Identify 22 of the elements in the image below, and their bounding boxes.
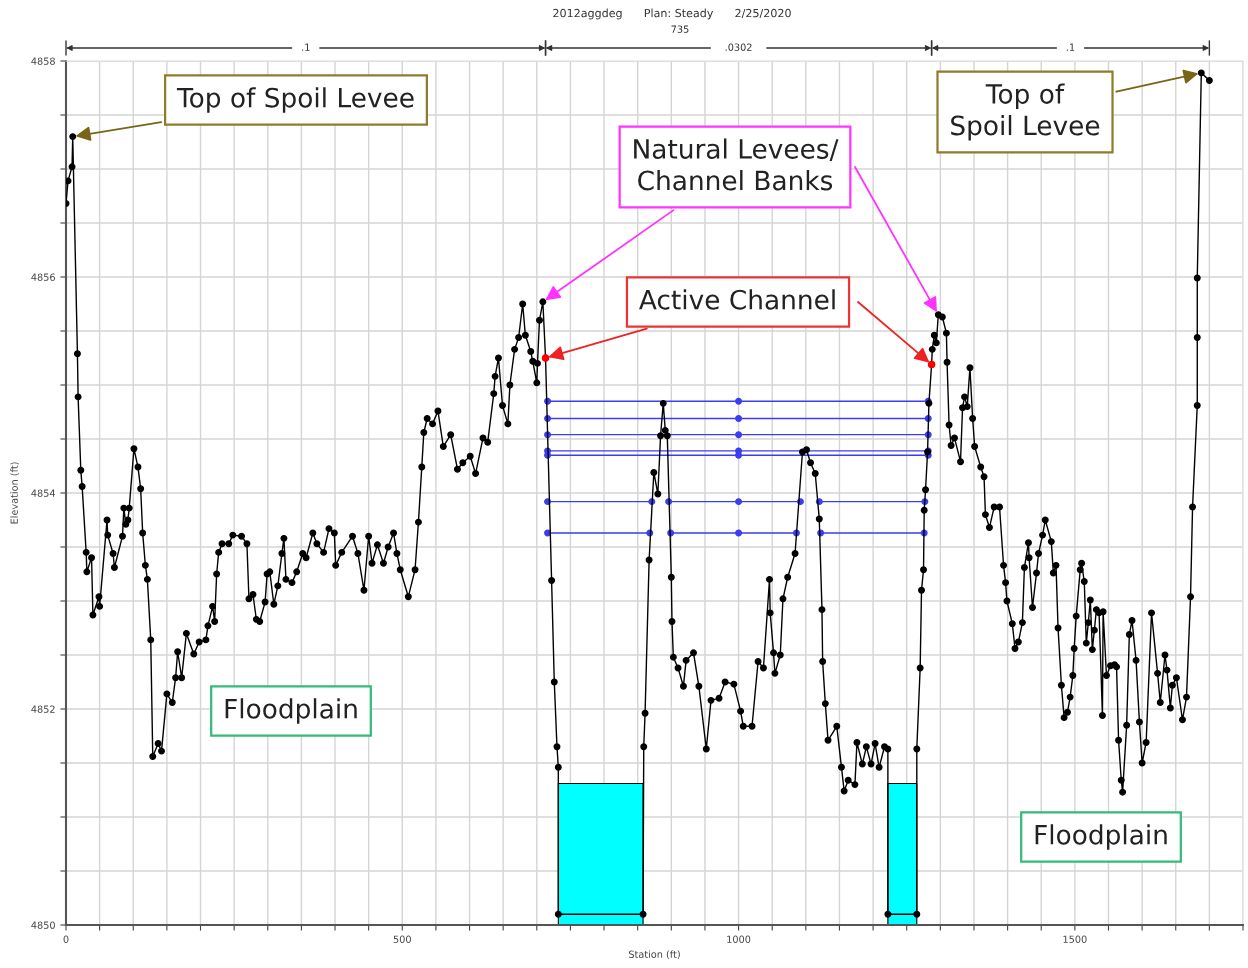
chart-subtitle: 735 — [671, 25, 689, 33]
y-tick-label: 4856 — [31, 273, 55, 281]
annotation: Floodplain — [1035, 824, 1167, 850]
text: .1 — [302, 43, 310, 51]
x-axis-title: Station (ft) — [628, 950, 680, 960]
annotation: Floodplain — [225, 698, 357, 724]
x-tick-label: 1000 — [727, 935, 751, 943]
annotation: Active Channel — [639, 289, 835, 310]
annotation: Top of Spoil Levee — [176, 87, 414, 113]
annotation: Top of Spoil Levee — [951, 83, 1100, 141]
y-tick-label: 4854 — [31, 489, 56, 497]
y-tick-label: 4852 — [31, 705, 55, 713]
chart-title: 2012aggdeg Plan: Steady 2/25/2020 — [553, 8, 791, 20]
y-tick-label: 4850 — [31, 921, 55, 929]
x-tick-label: 1500 — [1063, 935, 1087, 943]
annotation: Natural Levees/ Channel Banks — [634, 138, 839, 191]
y-axis-title: Elevation (ft) — [10, 462, 19, 524]
y-tick-label: 4858 — [31, 57, 55, 65]
text: .1 — [1066, 43, 1075, 51]
text: .0302 — [725, 43, 752, 51]
x-tick-label: 500 — [393, 935, 411, 943]
x-tick-label: 0 — [63, 935, 69, 943]
